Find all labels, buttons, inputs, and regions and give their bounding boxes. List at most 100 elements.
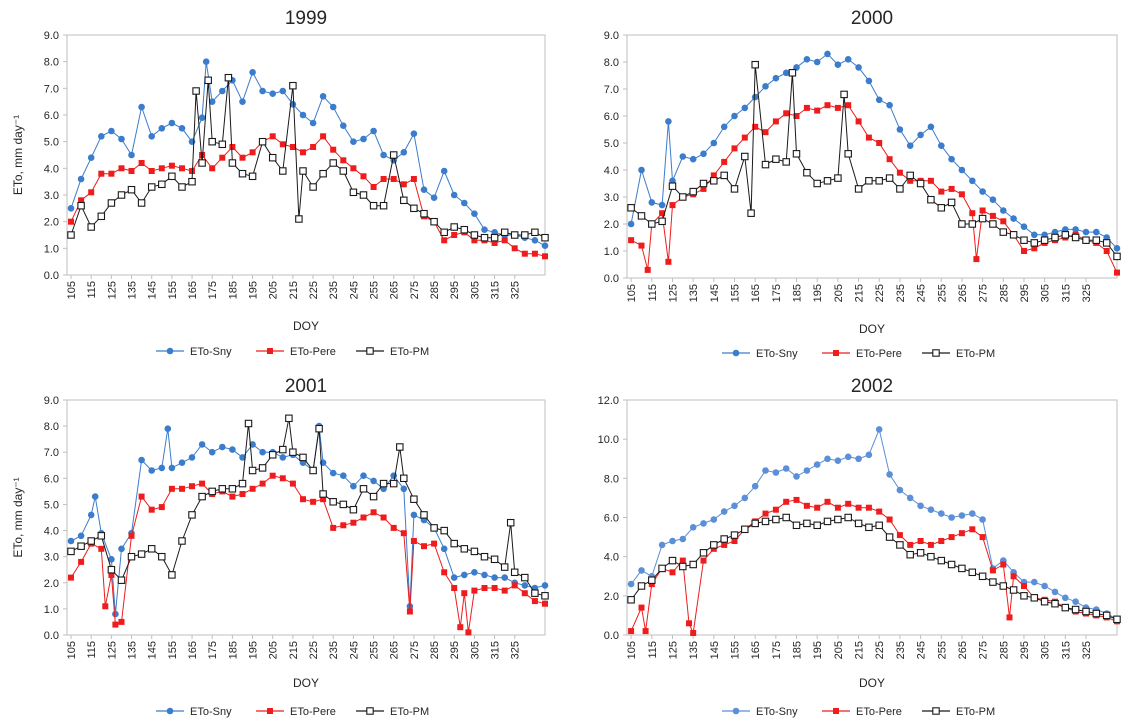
data-point <box>501 587 508 594</box>
data-point <box>844 513 852 522</box>
data-point <box>228 485 237 493</box>
data-point <box>638 604 645 611</box>
x-tick-label: 195 <box>248 641 260 659</box>
data-point <box>269 90 277 97</box>
data-point <box>315 424 323 433</box>
data-point <box>638 567 645 574</box>
x-tick-label: 225 <box>308 281 320 299</box>
data-point <box>720 535 728 543</box>
data-point <box>896 541 904 549</box>
data-point <box>669 202 676 209</box>
data-point <box>148 168 155 174</box>
x-tick-label: 235 <box>328 641 340 659</box>
data-point <box>710 172 717 179</box>
legend-marker <box>166 707 174 715</box>
data-point <box>87 154 95 161</box>
x-tick-label: 285 <box>429 281 441 299</box>
data-point <box>989 578 997 586</box>
legend-marker <box>166 347 174 355</box>
data-point <box>669 569 676 576</box>
data-point <box>481 571 488 579</box>
data-point <box>875 177 883 185</box>
data-point <box>844 453 852 461</box>
data-point <box>1000 561 1007 568</box>
x-axis: 105 115 125 135 145 155 165 175 185 195 205 215 225 2… <box>626 278 1093 302</box>
x-tick-label: 275 <box>409 641 421 659</box>
y-axis-label: ETo, mm day⁻¹ <box>11 115 25 195</box>
data-point <box>1103 248 1110 254</box>
chart-title: 2001 <box>285 376 327 397</box>
data-point <box>259 480 266 487</box>
x-tick-label: 165 <box>187 641 199 659</box>
data-point <box>834 515 842 524</box>
x-tick-label: 115 <box>647 641 659 659</box>
x-tick-label: 225 <box>874 641 886 659</box>
data-point <box>916 549 925 557</box>
data-point <box>369 201 378 210</box>
data-point <box>845 500 852 507</box>
legend-marker <box>267 708 273 714</box>
data-point <box>1031 231 1038 239</box>
data-point <box>490 233 499 242</box>
y-axis: 0.0 1.0 2.0 3.0 4.0 5.0 6.0 7.0 8.0 9.0 <box>604 30 627 285</box>
data-point <box>627 204 635 212</box>
chart-title: 2002 <box>851 376 893 397</box>
legend-marker <box>932 349 940 357</box>
data-point <box>1092 236 1101 244</box>
data-point <box>865 177 873 185</box>
data-point <box>138 160 145 166</box>
data-point <box>917 131 924 139</box>
x-tick-label: 155 <box>167 281 179 299</box>
data-point <box>700 185 707 192</box>
x-tick-label: 275 <box>978 641 990 659</box>
data-point <box>772 118 779 125</box>
data-point <box>441 569 448 576</box>
y-tick-label: 4.0 <box>44 163 59 175</box>
data-point <box>97 532 106 540</box>
data-point <box>531 589 539 597</box>
data-point <box>370 127 377 135</box>
y-tick-label: 0.0 <box>44 270 59 282</box>
data-point <box>319 93 327 100</box>
data-point <box>783 498 790 505</box>
data-point <box>168 162 175 169</box>
data-point <box>1010 215 1017 222</box>
y-tick-label: 7.0 <box>44 447 59 459</box>
data-point <box>968 568 977 577</box>
data-point <box>340 522 347 529</box>
x-tick-label: 295 <box>449 641 461 659</box>
data-point <box>198 159 206 167</box>
data-point <box>299 167 307 175</box>
data-point <box>1071 605 1080 614</box>
x-tick-label: 145 <box>147 641 159 659</box>
data-point <box>679 557 686 564</box>
data-point <box>813 521 821 530</box>
data-point <box>219 87 226 95</box>
y-tick-label: 12.0 <box>598 395 619 407</box>
series-line <box>630 499 1118 635</box>
data-point <box>117 576 126 584</box>
data-point <box>198 492 206 501</box>
series-eto-pm <box>627 513 1121 624</box>
data-point <box>202 58 210 65</box>
data-point <box>958 564 966 573</box>
data-point <box>68 218 74 225</box>
legend-label: ETo-Pere <box>290 346 336 358</box>
data-point <box>1072 226 1079 233</box>
data-point <box>938 510 945 517</box>
data-point <box>329 498 337 506</box>
data-point <box>97 212 106 221</box>
x-tick-label: 235 <box>895 284 907 302</box>
data-point <box>699 179 708 188</box>
y-axis: 0.0 1.0 2.0 3.0 4.0 5.0 6.0 7.0 8.0 9.0 <box>44 30 67 282</box>
data-point <box>1020 223 1028 230</box>
data-point <box>834 104 841 111</box>
data-point <box>112 610 119 618</box>
data-point <box>917 538 924 544</box>
data-point <box>259 87 266 95</box>
legend-label: ETo-Sny <box>190 346 232 358</box>
data-point <box>279 454 287 461</box>
data-point <box>410 130 418 137</box>
data-point <box>958 530 965 537</box>
